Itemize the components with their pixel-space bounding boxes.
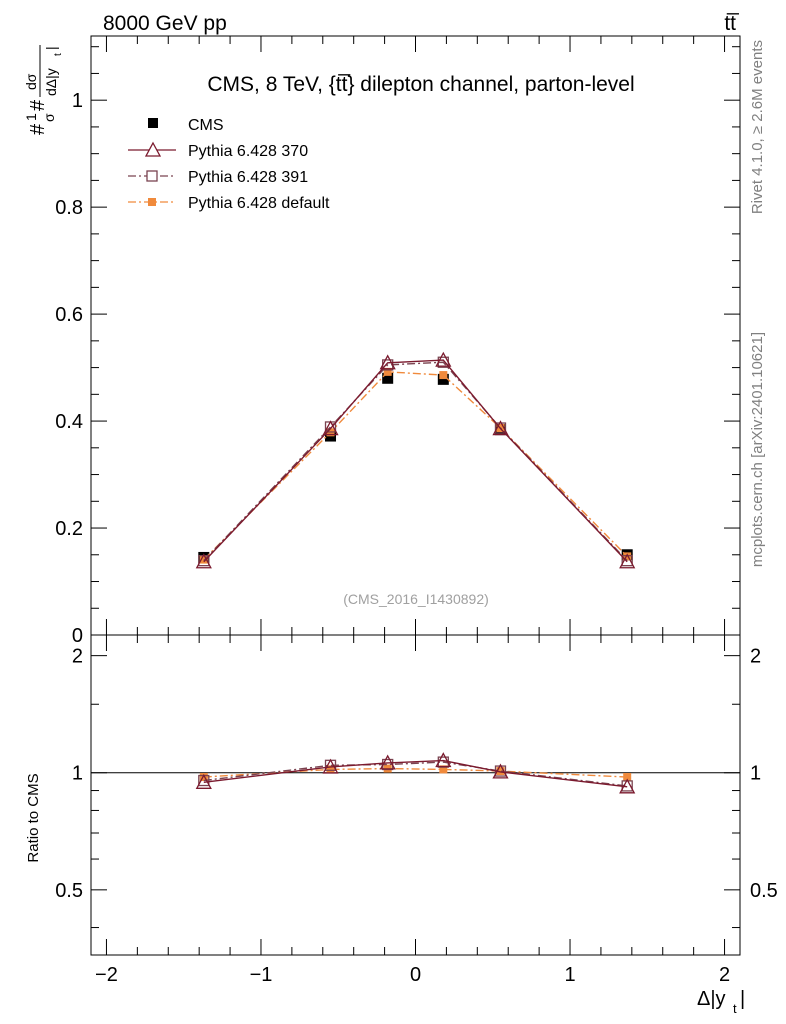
legend-entry-pythia-default: Pythia 6.428 default [128,195,330,212]
main-ytick-label: 0.2 [55,518,83,540]
legend-label-pythia-default: Pythia 6.428 default [188,195,330,212]
data-point-pythia-6-428-default [623,773,632,782]
data-point-pythia-6-428-370 [379,354,396,370]
ylabel-sub: t [53,53,64,56]
data-point-pythia-6-428-default [439,371,448,380]
ratio-ytick-label-right: 1 [750,763,761,785]
ratio-y-axis-label: Ratio to CMS [25,773,42,862]
ylabel-dsigma: dσ [23,73,39,90]
data-point-pythia-6-428-370 [435,351,452,367]
ratio-xtick-label: 2 [719,964,730,986]
series-line-pythia-6-428-370 [203,759,628,788]
series-line-pythia-6-428-391 [203,761,628,787]
xlabel-sub: t [733,1001,737,1016]
ylabel-prefix: # [27,123,49,135]
main-ytick-label: 0.8 [55,197,83,219]
main-ytick-label: 1 [72,90,83,112]
ratio-xtick-label: −2 [95,964,118,986]
data-point-pythia-6-428-370 [492,420,509,436]
ratio-xtick-label: −1 [250,964,273,986]
x-axis-label: Δ|y t | [697,988,745,1016]
series-pythia-6-428-391 [198,356,633,567]
data-point-pythia-6-428-default [199,555,208,564]
main-ytick-label: 0 [72,625,83,647]
data-point-pythia-6-428-default [326,765,335,774]
data-point-pythia-6-428-default [383,367,392,376]
process-label: tt̅ [724,12,740,35]
legend-marker-cms [148,118,158,128]
data-point-pythia-6-428-default [623,552,632,561]
ratio-xtick-label: 0 [410,964,421,986]
data-point-pythia-6-428-370 [195,773,212,789]
main-title: CMS, 8 TeV, {tt̅} dilepton channel, part… [207,73,634,96]
rivet-label: Rivet 4.1.0, ≥ 2.6M events [749,40,766,214]
ratio-ytick-label-right: 2 [750,646,761,668]
data-point-pythia-6-428-370 [322,420,339,436]
xlabel-main: Δ|y [697,988,726,1010]
mcplots-label: mcplots.cern.ch [arXiv:2401.10621] [749,332,766,567]
ratio-ytick-label-left: 2 [72,646,83,668]
ratio-frame [90,634,741,956]
legend-entry-cms: CMS [148,117,224,134]
data-point-cms [437,373,449,385]
legend-label-pythia-391: Pythia 6.428 391 [188,169,308,186]
data-point-pythia-6-428-default [496,767,505,776]
data-point-pythia-6-428-391 [494,422,507,434]
legend-marker-pythia-default [148,198,156,206]
data-point-pythia-6-428-370 [492,763,509,779]
ylabel-one: 1 [23,113,39,121]
series-pythia-6-428-default [199,367,632,564]
legend-marker-pythia-391 [146,170,158,182]
energy-label: 8000 GeV pp [103,12,227,35]
legend-entry-pythia-391: Pythia 6.428 391 [128,169,308,186]
data-point-pythia-6-428-default [439,765,448,774]
legend-label-pythia-370: Pythia 6.428 370 [188,143,308,160]
data-point-pythia-6-428-370 [195,553,212,569]
data-point-cms [382,372,394,384]
data-point-pythia-6-428-370 [379,754,396,770]
data-point-pythia-6-428-default [199,773,208,782]
legend-label-cms: CMS [188,117,224,134]
main-y-axis-label: # 1 σ # dσ dΔ|y t | [23,45,64,135]
series-line-pythia-6-428-391 [203,361,628,562]
data-point-pythia-6-428-370 [619,553,636,569]
series-line-pythia-6-428-default [203,767,628,778]
ylabel-sigma: σ [41,113,57,122]
legend-marker-pythia-370 [144,141,162,157]
ylabel-bar: | [43,46,59,50]
data-point-pythia-6-428-370 [322,758,339,774]
ratio-ytick-label-left: 1 [72,763,83,785]
xlabel-bar: | [740,988,745,1010]
series-line-pythia-6-428-default [203,371,628,561]
main-ytick-label: 0.6 [55,304,83,326]
legend: CMS Pythia 6.428 370 Pythia 6.428 391 Py… [128,117,330,212]
main-ytick-label: 0.4 [55,411,83,433]
watermark: (CMS_2016_I1430892) [343,591,489,607]
ratio-ytick-label-right: 0.5 [750,880,778,902]
ylabel-ddy: dΔ|y [43,68,59,96]
ratio-xtick-label: 1 [564,964,575,986]
ylabel-hash: # [27,99,49,111]
data-point-pythia-6-428-370 [619,778,636,794]
series-pythia-6-428-370 [195,351,636,569]
series-cms [198,372,633,563]
legend-entry-pythia-370: Pythia 6.428 370 [128,141,308,160]
series-line-pythia-6-428-370 [203,359,628,563]
ratio-ytick-label-left: 0.5 [55,880,83,902]
data-point-pythia-6-428-370 [435,752,452,768]
series-pythia-6-428-370 [195,752,636,794]
